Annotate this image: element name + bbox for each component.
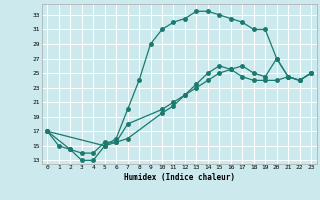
- X-axis label: Humidex (Indice chaleur): Humidex (Indice chaleur): [124, 173, 235, 182]
